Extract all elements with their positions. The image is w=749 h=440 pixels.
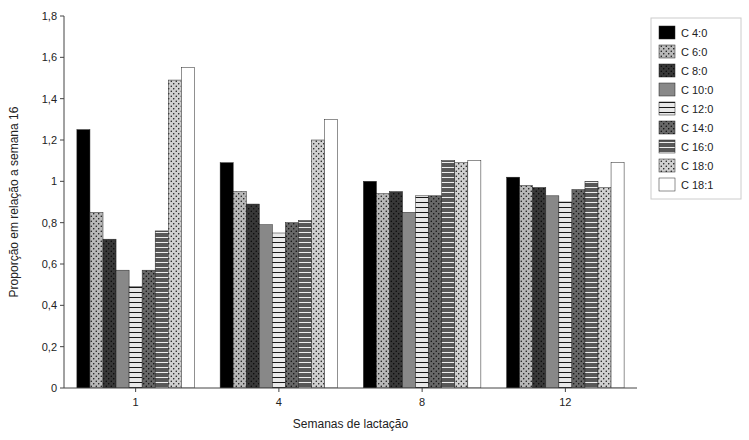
y-tick [60, 140, 64, 141]
bar [220, 163, 233, 388]
bar [285, 223, 298, 388]
chart: 0 0,2 0,4 0,6 0,8 1 1,2 1,4 1,6 1,8 1 4 8 12 Semanas d… [0, 0, 749, 440]
legend-label: C 16:0 [681, 141, 713, 153]
bar [168, 80, 181, 388]
legend-swatch [659, 83, 675, 96]
bar [455, 163, 468, 388]
y-tick [60, 222, 64, 223]
y-tick-label: 0,2 [42, 341, 57, 353]
x-tick-label: 8 [419, 396, 425, 408]
y-tick [60, 388, 64, 389]
bar [129, 287, 142, 388]
y-tick [60, 264, 64, 265]
bar [585, 181, 598, 388]
bar [533, 188, 546, 388]
bar [272, 233, 285, 388]
y-tick-label: 1 [51, 175, 57, 187]
legend-label: C 14:0 [681, 122, 713, 134]
legend-swatch [659, 121, 675, 134]
y-tick-label: 1,8 [42, 10, 57, 22]
bar [90, 212, 103, 388]
legend-label: C 4:0 [681, 27, 707, 39]
bar [116, 270, 129, 388]
y-tick [60, 305, 64, 306]
bar [572, 190, 585, 388]
legend-swatch [659, 159, 675, 172]
x-tick-label: 12 [559, 396, 571, 408]
bar [403, 212, 416, 388]
y-tick [60, 57, 64, 58]
y-axis-title: Proporção em relação a semana 16 [7, 106, 21, 297]
x-axis-line [64, 388, 637, 389]
bar [77, 130, 90, 388]
legend-box [651, 18, 741, 199]
bar [429, 196, 442, 388]
y-tick [60, 98, 64, 99]
bar [312, 140, 325, 388]
bar [546, 196, 559, 388]
y-tick-label: 1,2 [42, 134, 57, 146]
legend-swatch [659, 140, 675, 153]
y-tick-label: 0,6 [42, 258, 57, 270]
legend-swatch [659, 178, 675, 191]
legend-swatch [659, 102, 675, 115]
y-tick [60, 16, 64, 17]
y-tick [60, 346, 64, 347]
y-tick-label: 0,8 [42, 217, 57, 229]
x-tick-label: 4 [276, 396, 282, 408]
x-tick-label: 1 [133, 396, 139, 408]
bar [155, 231, 168, 388]
legend-label: C 6:0 [681, 46, 707, 58]
y-tick-label: 0 [51, 382, 57, 394]
legend-swatch [659, 26, 675, 39]
bar [389, 192, 402, 388]
legend-label: C 8:0 [681, 65, 707, 77]
legend-label: C 10:0 [681, 84, 713, 96]
bar [442, 161, 455, 388]
x-tick [135, 388, 136, 392]
legend-label: C 18:0 [681, 160, 713, 172]
x-tick [565, 388, 566, 392]
y-tick [60, 181, 64, 182]
bar [142, 270, 155, 388]
bar [507, 177, 520, 388]
bar [416, 196, 429, 388]
bar [376, 194, 389, 388]
x-tick [278, 388, 279, 392]
y-tick-label: 0,4 [42, 299, 57, 311]
bar [298, 221, 311, 388]
legend-label: C 12:0 [681, 103, 713, 115]
bars [77, 68, 624, 388]
bar [611, 163, 624, 388]
bar [246, 204, 259, 388]
bar [233, 192, 246, 388]
x-tick [422, 388, 423, 392]
bar [181, 68, 194, 388]
legend-swatch [659, 45, 675, 58]
bar [363, 181, 376, 388]
bar [259, 225, 272, 388]
bar [325, 119, 338, 388]
bar [468, 161, 481, 388]
legend-label: C 18:1 [681, 179, 713, 191]
y-axis-line [64, 16, 65, 388]
x-axis-title: Semanas de lactação [293, 417, 409, 431]
y-tick-label: 1,6 [42, 51, 57, 63]
bar [103, 239, 116, 388]
legend-swatch [659, 64, 675, 77]
y-tick-label: 1,4 [42, 93, 57, 105]
bar [559, 202, 572, 388]
legend: C 4:0 C 6:0 C 8:0 C 10:0 C 12:0 C 14:0 C 16:0 C… [651, 18, 741, 199]
bar [598, 188, 611, 388]
bar [520, 185, 533, 388]
